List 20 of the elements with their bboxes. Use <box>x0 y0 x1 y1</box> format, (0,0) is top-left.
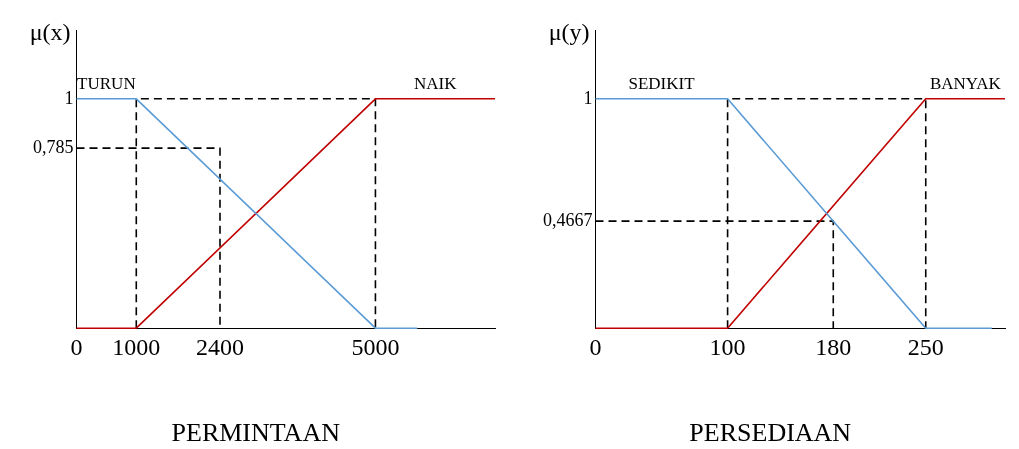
series-label: BANYAK <box>929 73 1002 93</box>
x-tick-label: 180 <box>815 333 852 360</box>
series-label: SEDIKIT <box>628 73 696 93</box>
x-tick-label: 5000 <box>351 333 400 360</box>
x-tick-label: 2400 <box>195 333 244 360</box>
y-axis-title: μ(x) <box>29 19 71 46</box>
x-tick-label: 0 <box>70 333 83 360</box>
x-tick-label: 1000 <box>112 333 161 360</box>
y-tick-label: 1 <box>64 87 74 108</box>
y-axis-title: μ(y) <box>548 19 590 46</box>
x-tick-label: 250 <box>907 333 944 360</box>
x-axis-title: PERSEDIAAN <box>689 417 852 447</box>
y-tick-label: 1 <box>583 87 593 108</box>
series-label: TURUN <box>77 73 136 93</box>
x-axis-title: PERMINTAAN <box>171 417 341 447</box>
series-label: NAIK <box>413 73 458 93</box>
y-tick-label: 0,4667 <box>543 209 593 230</box>
y-tick-label: 0,785 <box>33 136 74 157</box>
x-tick-label: 100 <box>709 333 746 360</box>
x-tick-label: 0 <box>589 333 602 360</box>
